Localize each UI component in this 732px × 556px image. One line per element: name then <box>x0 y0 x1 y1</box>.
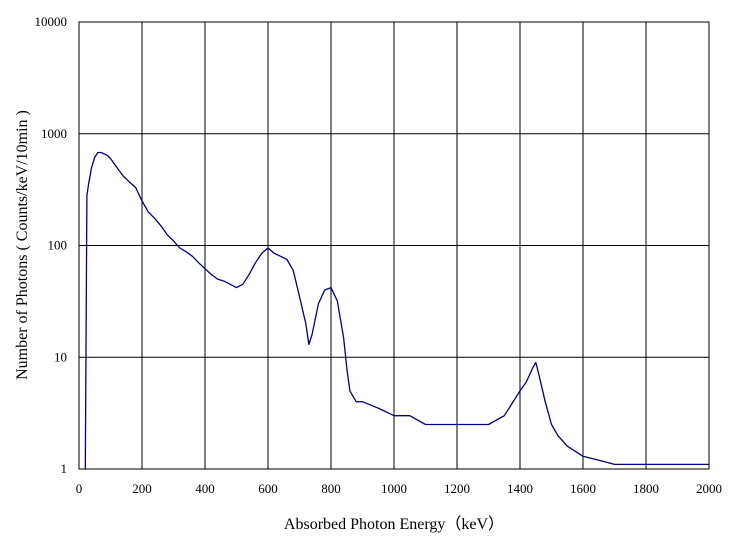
y-tick-label: 1 <box>61 461 68 476</box>
x-tick-label: 0 <box>76 481 83 496</box>
y-tick-label: 1000 <box>41 126 67 141</box>
x-tick-label: 1000 <box>381 481 407 496</box>
x-tick-label: 2000 <box>696 481 722 496</box>
x-tick-labels: 0 200 400 600 800 1000 1200 1400 1600 1800 2000 <box>76 481 722 496</box>
x-tick-label: 400 <box>195 481 215 496</box>
x-tick-label: 1200 <box>444 481 470 496</box>
x-tick-label: 1400 <box>507 481 533 496</box>
spectrum-series-line <box>84 151 709 470</box>
x-tick-label: 1800 <box>633 481 659 496</box>
y-tick-label: 100 <box>48 238 68 253</box>
x-tick-label: 800 <box>321 481 341 496</box>
y-axis-title: Number of Photons ( Counts/keV/10min ) <box>14 110 31 380</box>
x-tick-label: 200 <box>132 481 152 496</box>
plot-frame <box>78 21 710 470</box>
y-tick-label: 10 <box>54 349 67 364</box>
x-tick-label: 1600 <box>570 481 596 496</box>
x-axis-title: Absorbed Photon Energy（keV） <box>284 515 504 533</box>
series-layer <box>84 151 709 470</box>
x-tick-label: 600 <box>258 481 278 496</box>
y-tick-label: 10000 <box>35 14 68 29</box>
grid-lines <box>79 22 709 469</box>
y-tick-labels: 1 10 100 1000 10000 <box>35 14 68 476</box>
